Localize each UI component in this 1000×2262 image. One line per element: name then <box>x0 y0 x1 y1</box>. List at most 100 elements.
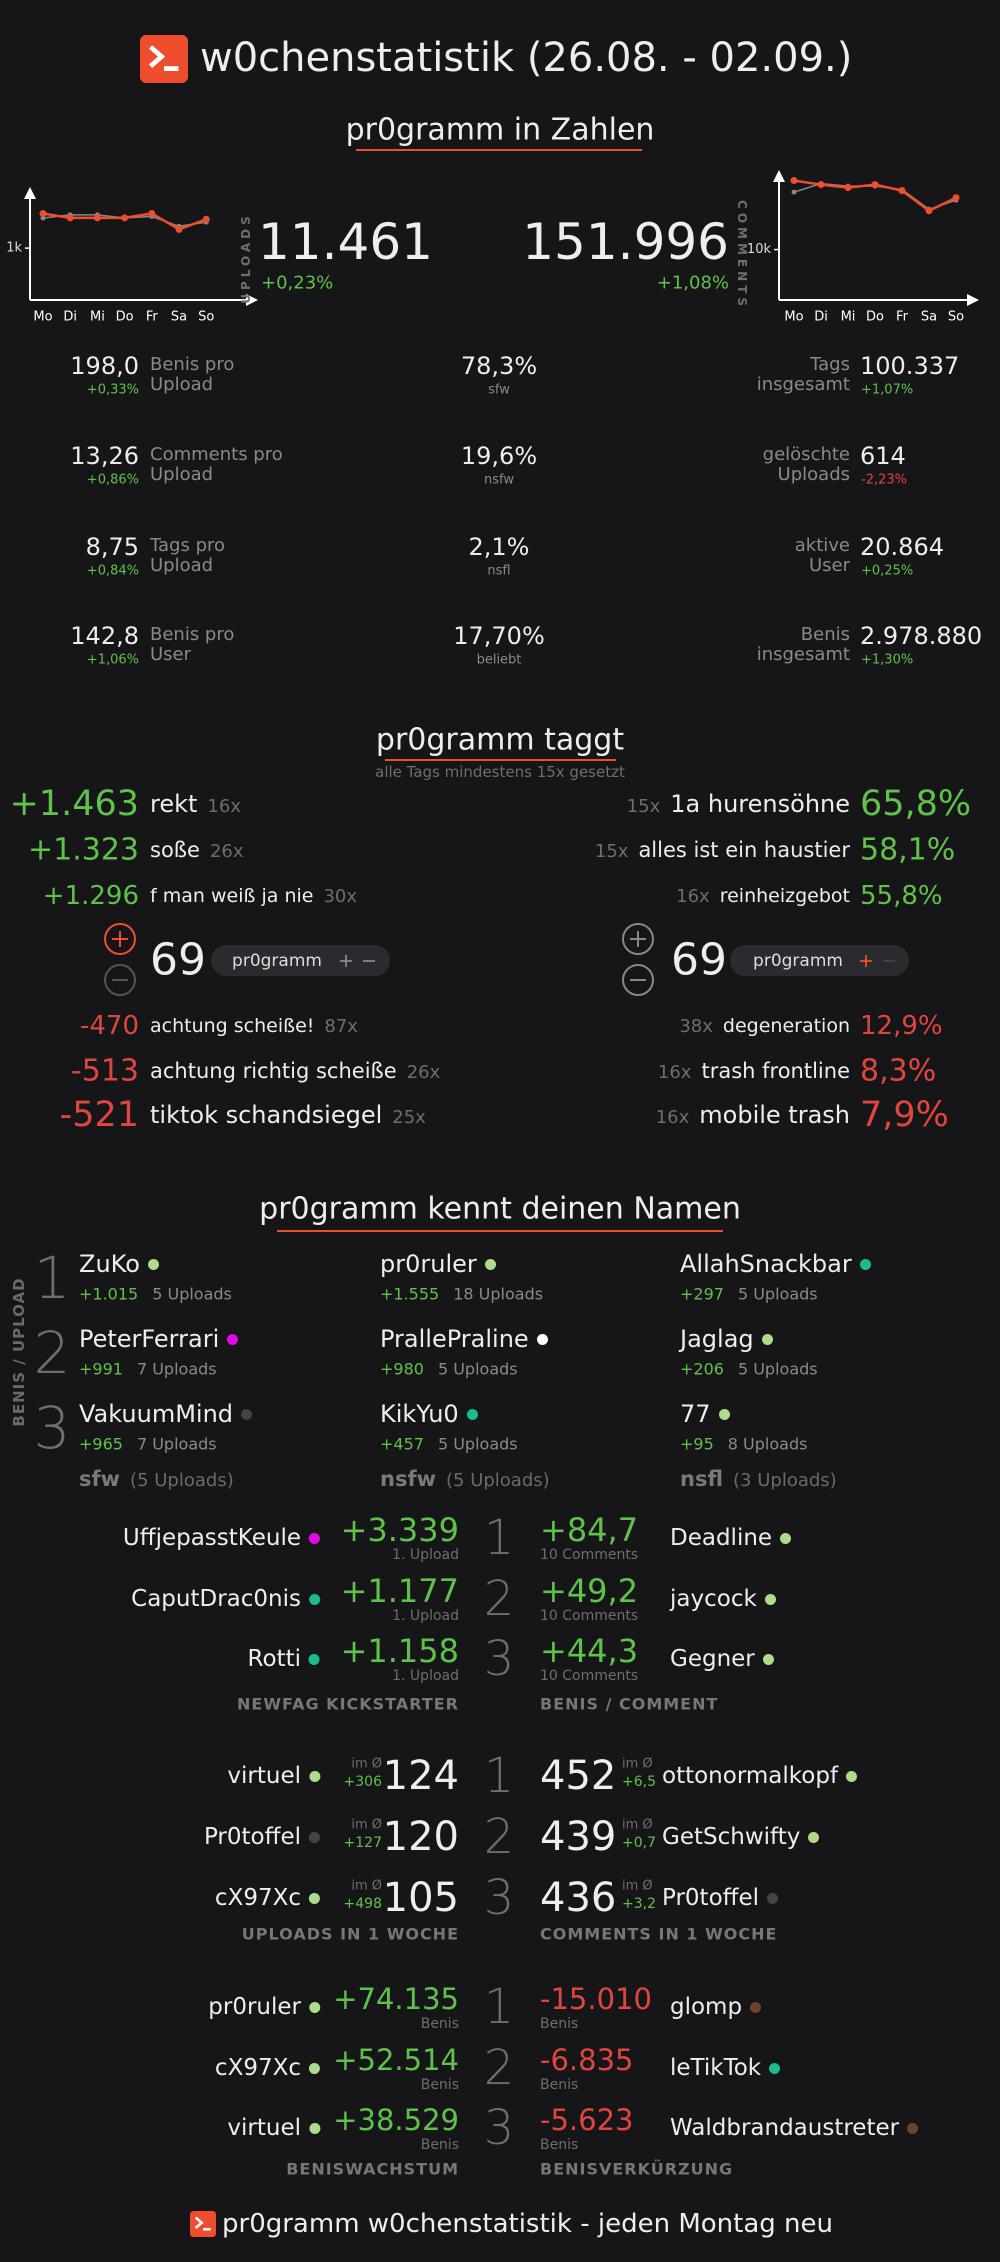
status-dot <box>750 2001 762 2013</box>
user-name: cX97Xc <box>214 1885 301 1911</box>
rank: 1 <box>483 1510 515 1566</box>
user-row: cX97Xc <box>215 2055 328 2081</box>
x-tick-label: Fr <box>896 310 909 325</box>
column-label: nsfl <box>680 1467 724 1491</box>
column-footer: sfw (5 Uploads) <box>79 1467 234 1491</box>
user-row: glomp <box>670 1994 769 2020</box>
tag-row: rekt 16x <box>150 790 241 818</box>
user-uploads: 5 Uploads <box>152 1284 232 1304</box>
user-benis: +1.555 <box>380 1284 440 1304</box>
status-dot <box>780 1532 792 1544</box>
user-name: PrallePraline <box>380 1325 529 1353</box>
column-label: sfw <box>79 1467 121 1491</box>
logo-glyph <box>194 2216 204 2229</box>
x-tick-label: Mi <box>90 310 105 325</box>
user-uploads: 5 Uploads <box>437 1359 518 1379</box>
note-label: im Ø <box>351 1817 382 1833</box>
user-name: Rotti <box>247 1646 301 1672</box>
section-title: pr0gramm kennt deinen Namen <box>259 1191 741 1227</box>
rank: 2 <box>483 1571 515 1627</box>
tag-score: -470 <box>79 1011 139 1041</box>
change: +1,08% <box>656 272 729 294</box>
value: -15.010 <box>540 1982 652 2016</box>
user-uploads: 7 Uploads <box>136 1434 217 1454</box>
tag-count: 15x <box>594 841 629 862</box>
user-name: ZuKo <box>79 1250 140 1278</box>
tag-name: mobile trash <box>699 1101 850 1129</box>
vote-button <box>622 923 654 955</box>
value: 124 <box>382 1753 459 1799</box>
change: +0,23% <box>261 272 334 294</box>
status-dot <box>309 2001 320 2013</box>
user-benis: +991 <box>79 1359 123 1379</box>
user-name: virtuel <box>227 1763 301 1789</box>
user-name: KikYu0 <box>380 1400 459 1428</box>
tag-count: 15x <box>626 796 661 817</box>
column-uploads: (5 Uploads) <box>446 1470 550 1491</box>
note-value: +306 <box>343 1774 382 1790</box>
x-tick-label: So <box>948 310 964 325</box>
user-row: Jaglag <box>680 1325 781 1353</box>
data-point <box>871 181 879 189</box>
note-value: +6,5 <box>622 1774 656 1790</box>
tag-row: f man weiß ja nie 30x <box>150 885 357 907</box>
value: 120 <box>382 1814 459 1860</box>
stat-value: 13,26 <box>70 442 139 470</box>
user-name: virtuel <box>227 2115 301 2141</box>
user-row: cX97Xc <box>215 1885 328 1911</box>
data-point <box>925 207 933 215</box>
user-row: 77 <box>680 1400 738 1428</box>
tag-name: alles ist ein haustier <box>638 838 850 862</box>
status-dot <box>466 1408 478 1420</box>
stat-change: +1,30% <box>861 652 914 668</box>
tag-count: 30x <box>323 886 358 907</box>
user-benis: +206 <box>680 1359 724 1379</box>
tag-score: 65,8% <box>860 784 972 824</box>
stat-value: 17,70% <box>453 622 545 650</box>
tag-pill <box>730 945 909 976</box>
x-tick-label: Di <box>814 310 828 325</box>
x-tick-label: So <box>198 310 214 325</box>
user-uploads: 5 Uploads <box>737 1284 818 1304</box>
value: -5.623 <box>540 2103 634 2137</box>
sub-label: Benis <box>540 2137 579 2153</box>
stat-value: 100.337 <box>860 352 960 380</box>
sub-label: Benis <box>420 2016 459 2032</box>
pill-tag: pr0gramm <box>753 951 843 971</box>
tag-row: soße 26x <box>150 838 244 862</box>
user-name: CaputDrac0nis <box>131 1586 301 1612</box>
user-row: ottonormalkopf <box>662 1763 865 1789</box>
user-benis: +980 <box>380 1359 424 1379</box>
note-value: +3,2 <box>622 1896 656 1912</box>
stat-value: 78,3% <box>460 352 538 380</box>
rank: 3 <box>483 2100 515 2156</box>
rank: 3 <box>483 1631 515 1687</box>
pill-tag: pr0gramm <box>232 951 322 971</box>
tag-row: 16x reinheizgebot <box>676 885 850 907</box>
tag-score: 7,9% <box>860 1095 949 1135</box>
value: +49,2 <box>540 1572 639 1610</box>
axis-label: UPLOADS <box>239 212 253 304</box>
status-dot <box>227 1333 239 1345</box>
status-dot <box>147 1258 159 1270</box>
tag-name: achtung scheiße! <box>150 1015 315 1037</box>
stat-label: beliebt <box>476 652 522 668</box>
user-row: PeterFerrari <box>79 1325 246 1353</box>
tag-score: 12,9% <box>860 1011 943 1041</box>
user-row: CaputDrac0nis <box>131 1586 328 1612</box>
ranking-label: BENISWACHSTUM <box>286 2159 459 2179</box>
status-dot <box>309 1653 320 1665</box>
note-label: im Ø <box>622 1878 653 1894</box>
status-dot <box>309 1593 320 1605</box>
tag-count: 16x <box>655 1107 690 1128</box>
stat-value: 8,75 <box>85 533 139 561</box>
sub-label: 1. Upload <box>392 1547 459 1563</box>
user-row: VakuumMind <box>79 1400 260 1428</box>
status-dot <box>907 2122 919 2134</box>
user-stats: +965 7 Uploads <box>79 1435 217 1454</box>
user-stats: +95 8 Uploads <box>680 1435 807 1454</box>
value: +1.177 <box>340 1572 459 1610</box>
sub-label: 1. Upload <box>392 1668 459 1684</box>
y-tick-label: 1k <box>6 241 22 256</box>
big-number: 151.996 <box>522 213 729 271</box>
